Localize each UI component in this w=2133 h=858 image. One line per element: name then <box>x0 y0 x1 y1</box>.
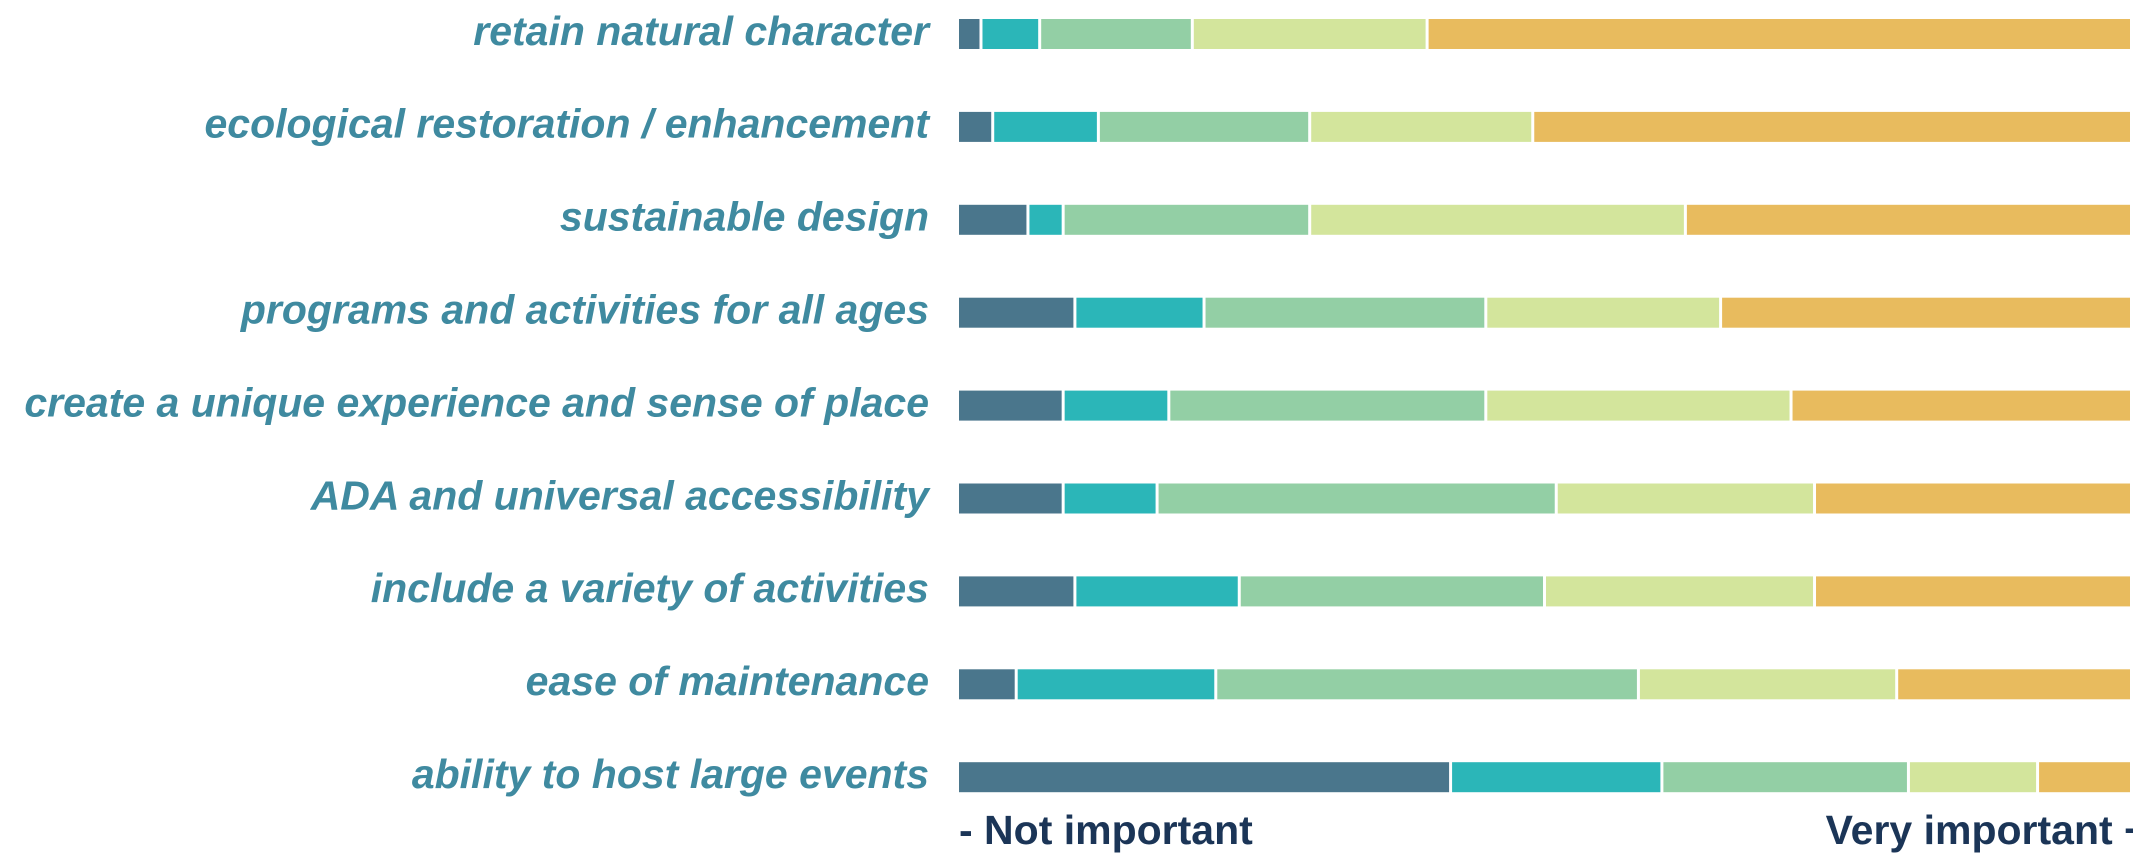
bar-segment <box>1816 483 2130 514</box>
bar-segment <box>1311 204 1684 235</box>
scale-low-label: - Not important <box>959 807 1253 853</box>
bar-segment <box>1064 204 1309 235</box>
bar-segment <box>1170 390 1485 421</box>
bar-segment <box>959 390 1062 421</box>
bar-segment <box>1639 669 1896 700</box>
bar-segment <box>1064 483 1156 514</box>
bar-segment <box>959 19 980 49</box>
bar-segment <box>1029 204 1062 235</box>
bar-segment <box>1158 483 1555 514</box>
bar-segment <box>1898 669 2130 700</box>
bar-segment <box>1816 576 2130 607</box>
bar-segment <box>1534 111 2130 142</box>
bar-segment <box>1452 762 1661 793</box>
bar-segment <box>1076 297 1203 328</box>
category-label: include a variety of activities <box>371 565 929 611</box>
bar-segment <box>1546 576 1814 607</box>
bar-segment <box>959 762 1450 793</box>
bar-segment <box>994 111 1097 142</box>
bar-segment <box>982 19 1039 49</box>
bar-segment <box>959 576 1074 607</box>
bar-segment <box>1217 669 1637 700</box>
bar-segment <box>1686 204 2130 235</box>
category-label: ADA and universal accessibility <box>310 472 931 518</box>
bar-segment <box>959 483 1062 514</box>
bar-segment <box>2039 762 2130 793</box>
bar-segment <box>1663 762 1907 793</box>
bar-segment <box>1428 19 2130 49</box>
category-label: sustainable design <box>560 194 929 240</box>
bar-segment <box>1792 390 2130 421</box>
bar-segment <box>1240 576 1543 607</box>
bar-segment <box>1064 390 1168 421</box>
bar-segment <box>1099 111 1309 142</box>
bar-segment <box>1557 483 1814 514</box>
category-label: retain natural character <box>473 8 931 54</box>
bar-segment <box>1722 297 2130 328</box>
bar-segment <box>1487 297 1720 328</box>
bar-segment <box>1017 669 1215 700</box>
category-label: create a unique experience and sense of … <box>24 379 929 425</box>
bar-segment <box>1193 19 1426 49</box>
bar-segment <box>1205 297 1485 328</box>
category-label: ease of maintenance <box>526 658 929 704</box>
bar-segment <box>959 111 992 142</box>
bar-segment <box>1487 390 1790 421</box>
category-label: programs and activities for all ages <box>240 287 929 333</box>
bar-segment <box>1909 762 2037 793</box>
category-label: ecological restoration / enhancement <box>204 101 931 147</box>
category-label: ability to host large events <box>412 751 929 797</box>
scale-high-label: Very important + <box>1826 807 2133 853</box>
bar-segment <box>1041 19 1191 49</box>
bar-segment <box>959 204 1027 235</box>
bar-segment <box>959 297 1074 328</box>
bar-segment <box>1076 576 1238 607</box>
bar-segment <box>1311 111 1532 142</box>
bar-segment <box>959 669 1015 700</box>
